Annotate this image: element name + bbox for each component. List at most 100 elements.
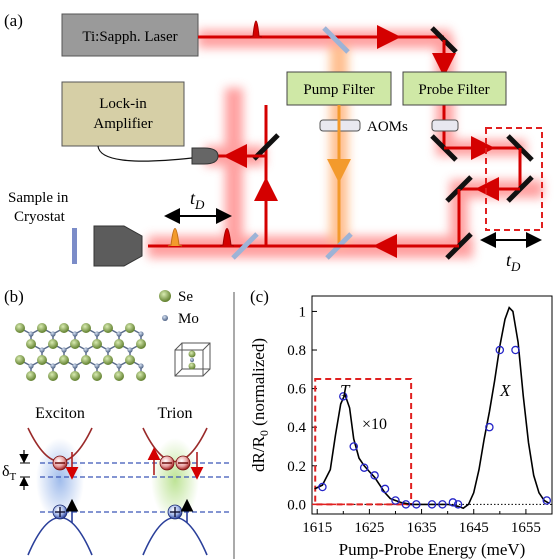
mo-atom: [138, 363, 144, 369]
panel-a: (a) Ti:Sapph. Laser Pump Filter: [4, 11, 543, 274]
label-x10: ×10: [362, 416, 387, 433]
pulse-laser: [249, 20, 263, 38]
mo-atom: [116, 331, 122, 337]
mo-atom: [50, 363, 56, 369]
unit-cell: [174, 342, 211, 377]
probe-filter-label: Probe Filter: [418, 82, 489, 98]
lockin-label-2: Amplifier: [93, 116, 152, 132]
exciton-valence-band: [27, 516, 93, 556]
trion-conduction-band: [142, 427, 208, 463]
x10-highlight-box: [314, 377, 413, 506]
photodetector: [191, 147, 219, 165]
y-ticks: 0.0 0.2 0.4 0.6 0.8 1: [287, 304, 317, 513]
x-axis-label: Pump-Probe Energy (meV): [339, 540, 526, 559]
y-tick-label: 0.6: [287, 382, 306, 398]
data-point: [401, 500, 411, 509]
se-atom: [92, 371, 102, 381]
data-point: [412, 500, 421, 509]
se-atom: [15, 323, 25, 333]
aoms-label: AOMs: [367, 119, 408, 135]
mo-atom: [138, 331, 144, 337]
y-tick-label: 0.0: [287, 497, 306, 513]
se-atom: [92, 339, 102, 349]
se-atom: [48, 371, 58, 381]
x-tick-label: 1615: [302, 520, 332, 536]
se-atom: [37, 323, 47, 333]
mose2-lattice: [15, 323, 146, 381]
se-atom: [59, 323, 69, 333]
mo-atom: [50, 331, 56, 337]
x-tick-label: 1635: [407, 520, 437, 536]
se-atom: [81, 323, 91, 333]
mo-atom: [72, 331, 78, 337]
x-tick-label: 1655: [511, 520, 541, 536]
se-atom: [81, 355, 91, 365]
beam-glow: [148, 30, 543, 258]
legend-se-atom: [159, 290, 171, 302]
data-point: [339, 392, 348, 401]
data-point: [438, 500, 447, 509]
se-atom: [37, 355, 47, 365]
probe-filter-box: [402, 71, 507, 106]
data-point: [318, 482, 327, 492]
trion-label: Trion: [158, 405, 193, 422]
beam-splitter-1: [322, 26, 350, 54]
y-tick-label: 0.2: [287, 459, 306, 475]
mo-atom: [39, 347, 45, 353]
se-atom: [26, 371, 36, 381]
se-atom: [114, 339, 124, 349]
data-point: [370, 471, 379, 480]
legend-mo-atom: [162, 315, 168, 321]
mo-atom: [72, 363, 78, 369]
label-x: X: [499, 381, 511, 400]
panel-c: (c) 0.0 0.2 0.4 0.6 0.8 1 1615 1625 1635 1645 165…: [249, 287, 553, 559]
se-atom: [125, 355, 135, 365]
label-t: T: [340, 381, 351, 400]
data-point: [511, 345, 520, 355]
se-atom: [136, 371, 146, 381]
aom-probe: [431, 119, 459, 132]
delay-stage-box: [485, 127, 543, 231]
objective-lens: [93, 225, 143, 267]
legend-mo-label: Mo: [178, 311, 199, 327]
pulse-probe: [219, 228, 235, 247]
y-tick-label: 0.8: [287, 343, 306, 359]
se-atom: [48, 339, 58, 349]
laser-box: [61, 13, 199, 57]
pump-filter-box: [286, 71, 392, 106]
mo-atom: [28, 331, 34, 337]
mo-atom: [83, 347, 89, 353]
y-tick-label: 0.4: [287, 420, 306, 436]
y-tick-label: 1: [299, 304, 307, 320]
data-point: [349, 442, 358, 451]
y-axis-label: dR/R0 (normalized): [249, 338, 271, 472]
sample: [72, 228, 77, 264]
pulse-pump: [167, 228, 183, 247]
panel-b: (b) Se Mo Exciton Trion: [2, 287, 230, 556]
mo-atom: [94, 363, 100, 369]
data-point: [448, 498, 458, 507]
lockin-cable: [97, 145, 193, 162]
se-atom: [59, 355, 69, 365]
se-atom: [103, 323, 113, 333]
data-point: [359, 463, 369, 472]
mo-atom: [127, 347, 133, 353]
data-point: [485, 422, 494, 432]
data-point: [380, 484, 390, 494]
panel-c-label: (c): [250, 287, 269, 306]
exciton-label: Exciton: [35, 405, 85, 422]
data-point: [495, 345, 505, 355]
laser-label: Ti:Sapph. Laser: [82, 29, 177, 45]
sample-label-2: Cryostat: [14, 209, 66, 225]
x-tick-label: 1625: [354, 520, 384, 536]
data-point: [453, 500, 463, 509]
se-atom: [70, 371, 80, 381]
mo-atom: [116, 363, 122, 369]
mo-atom: [28, 363, 34, 369]
fit-curve: [314, 306, 550, 510]
se-atom: [114, 371, 124, 381]
plot-frame: [311, 295, 553, 515]
sample-label-1: Sample in: [8, 190, 69, 206]
delay-label-left: tD: [190, 188, 205, 212]
